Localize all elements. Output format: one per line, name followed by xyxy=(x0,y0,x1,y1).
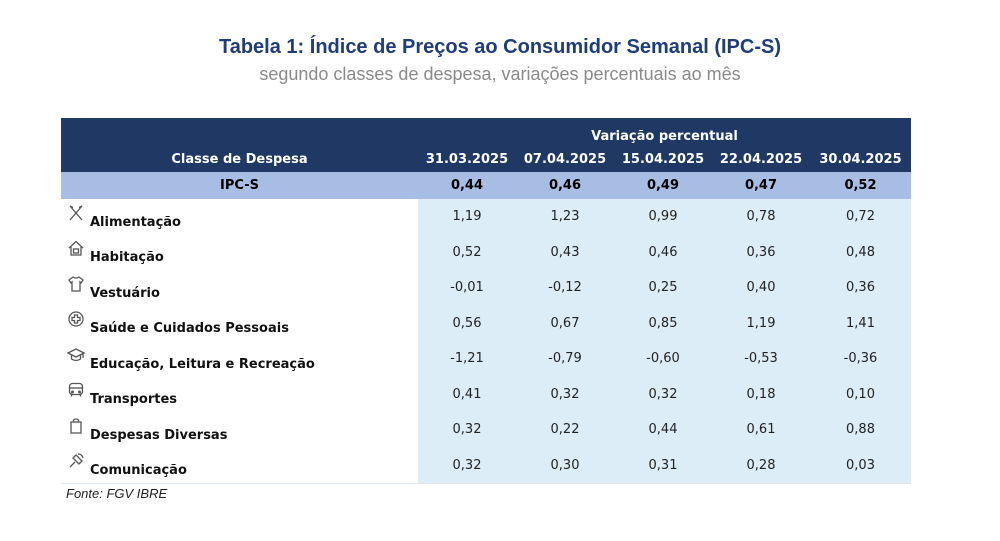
table-cell: 0,32 xyxy=(614,376,712,412)
table-cell: 0,40 xyxy=(712,270,810,306)
total-label: IPC-S xyxy=(61,172,418,199)
shirt-icon xyxy=(67,275,85,293)
table-title-text: Índice de Preços ao Consumidor Semanal (… xyxy=(309,36,781,58)
table-cell: -1,21 xyxy=(418,341,516,377)
date-header: 15.04.2025 xyxy=(614,146,712,172)
table-cell: 0,43 xyxy=(516,234,614,270)
table-cell: 0,67 xyxy=(516,305,614,341)
category-header: Classe de Despesa xyxy=(61,146,418,172)
table-row: Despesas Diversas 0,32 0,22 0,44 0,61 0,… xyxy=(61,412,911,448)
table-cell: 1,19 xyxy=(712,305,810,341)
category-label: Despesas Diversas xyxy=(90,427,228,443)
health-cross-icon xyxy=(67,310,85,328)
table-row: Educação, Leitura e Recreação -1,21 -0,7… xyxy=(61,341,911,377)
total-value: 0,52 xyxy=(810,172,911,199)
table-subtitle: segundo classes de despesa, variações pe… xyxy=(259,64,741,84)
table-cell: 0,78 xyxy=(712,199,810,235)
table-cell: 0,36 xyxy=(712,234,810,270)
date-header: 22.04.2025 xyxy=(712,146,810,172)
table-cell: 0,72 xyxy=(810,199,911,235)
table-cell: -0,36 xyxy=(810,341,911,377)
table-cell: -0,53 xyxy=(712,341,810,377)
table-row: Transportes 0,41 0,32 0,32 0,18 0,10 xyxy=(61,376,911,412)
table-cell: 0,85 xyxy=(614,305,712,341)
table-cell: -0,12 xyxy=(516,270,614,306)
table-cell: 0,32 xyxy=(418,447,516,484)
total-value: 0,46 xyxy=(516,172,614,199)
table-cell: 0,46 xyxy=(614,234,712,270)
satellite-icon xyxy=(67,452,85,470)
table-cell: 0,30 xyxy=(516,447,614,484)
table-row: Vestuário -0,01 -0,12 0,25 0,40 0,36 xyxy=(61,270,911,306)
table-cell: -0,01 xyxy=(418,270,516,306)
category-label: Saúde e Cuidados Pessoais xyxy=(90,321,289,337)
graduation-cap-icon xyxy=(67,346,85,364)
group-header: Variação percentual xyxy=(418,118,911,146)
utensils-icon xyxy=(67,204,85,222)
source-note: Fonte: FGV IBRE xyxy=(66,486,168,501)
total-value: 0,49 xyxy=(614,172,712,199)
table-cell: 0,18 xyxy=(712,376,810,412)
table-row: Saúde e Cuidados Pessoais 0,56 0,67 0,85… xyxy=(61,305,911,341)
table-cell: 0,41 xyxy=(418,376,516,412)
table-cell: 0,22 xyxy=(516,412,614,448)
ipc-table: Variação percentual Classe de Despesa 31… xyxy=(61,118,911,484)
table-cell: 0,88 xyxy=(810,412,911,448)
table-cell: 0,10 xyxy=(810,376,911,412)
table-cell: 0,56 xyxy=(418,305,516,341)
category-label: Vestuário xyxy=(90,285,160,301)
table-cell: 1,41 xyxy=(810,305,911,341)
table-cell: 0,36 xyxy=(810,270,911,306)
table-cell: 0,25 xyxy=(614,270,712,306)
house-icon xyxy=(67,239,85,257)
category-label: Transportes xyxy=(90,392,178,408)
total-value: 0,47 xyxy=(712,172,810,199)
table-cell: 0,99 xyxy=(614,199,712,235)
table-title-number: Tabela 1 xyxy=(218,36,298,58)
date-header: 31.03.2025 xyxy=(418,146,516,172)
total-value: 0,44 xyxy=(418,172,516,199)
header-row-group: Variação percentual xyxy=(61,118,911,146)
table-cell: 0,52 xyxy=(418,234,516,270)
table-row: Habitação 0,52 0,43 0,46 0,36 0,48 xyxy=(61,234,911,270)
date-header: 30.04.2025 xyxy=(810,146,911,172)
table-row: Alimentação 1,19 1,23 0,99 0,78 0,72 xyxy=(61,199,911,235)
table-cell: 0,61 xyxy=(712,412,810,448)
bus-icon xyxy=(67,381,85,399)
table-cell: 0,03 xyxy=(810,447,911,484)
table-cell: 0,32 xyxy=(516,376,614,412)
table-cell: 1,19 xyxy=(418,199,516,235)
table-cell: -0,60 xyxy=(614,341,712,377)
table-cell: 0,28 xyxy=(712,447,810,484)
table-cell: 0,48 xyxy=(810,234,911,270)
category-label: Educação, Leitura e Recreação xyxy=(90,356,315,372)
table-row: Comunicação 0,32 0,30 0,31 0,28 0,03 xyxy=(61,447,911,484)
date-header: 07.04.2025 xyxy=(516,146,614,172)
table-cell: 0,32 xyxy=(418,412,516,448)
table-cell: -0,79 xyxy=(516,341,614,377)
total-row: IPC-S 0,44 0,46 0,49 0,47 0,52 xyxy=(61,172,911,199)
table-cell: 0,44 xyxy=(614,412,712,448)
category-label: Alimentação xyxy=(90,214,181,230)
category-label: Comunicação xyxy=(90,463,187,479)
table-cell: 0,31 xyxy=(614,447,712,484)
table-cell: 1,23 xyxy=(516,199,614,235)
category-label: Habitação xyxy=(90,250,164,266)
table-title: Tabela 1: Índice de Preços ao Consumidor… xyxy=(218,36,781,58)
header-row: Classe de Despesa 31.03.2025 07.04.2025 … xyxy=(61,146,911,172)
bag-icon xyxy=(67,417,85,435)
